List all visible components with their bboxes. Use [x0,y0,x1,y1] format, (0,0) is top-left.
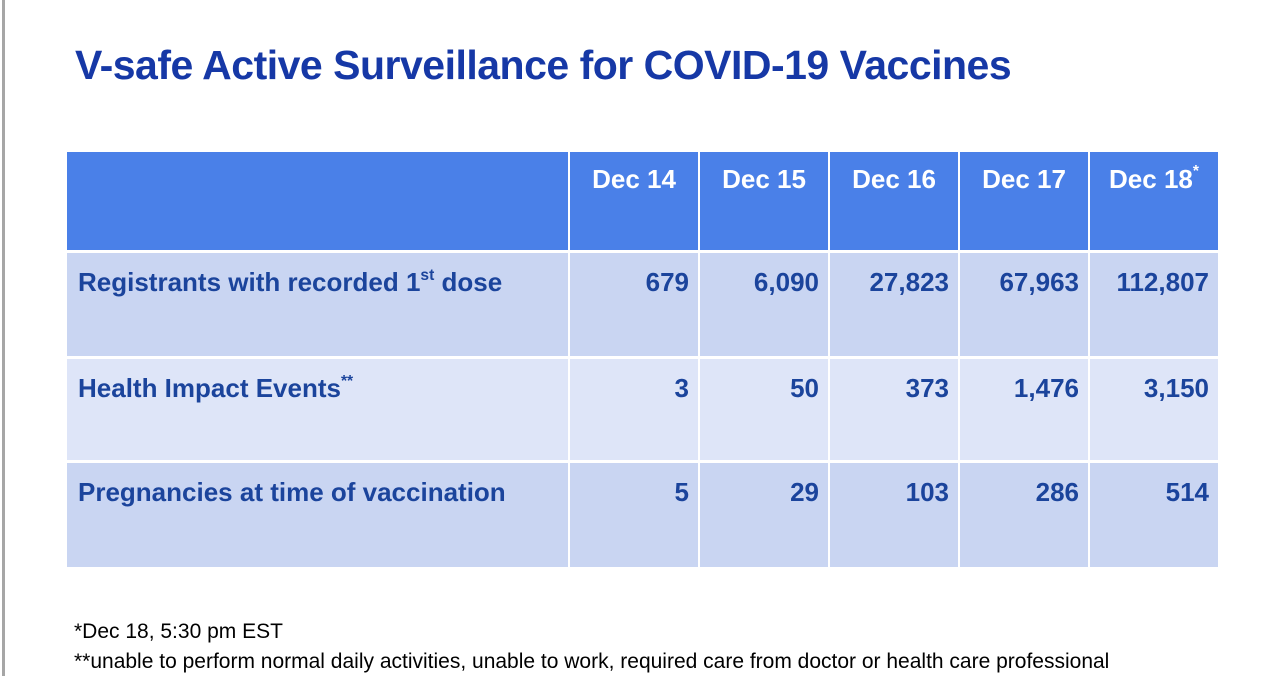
cell-registrants-dec16: 27,823 [830,253,958,356]
row-label-health-impact: Health Impact Events** [67,359,568,460]
row-label-text: Pregnancies at time of vaccination [78,477,506,507]
column-header-dec17: Dec 17 [960,152,1088,250]
cell-health-dec18: 3,150 [1090,359,1218,460]
data-table: Dec 14 Dec 15 Dec 16 Dec 17 Dec 18* Regi… [67,152,1218,567]
footnote-dec18-time: *Dec 18, 5:30 pm EST [74,620,283,643]
cell-pregnancies-dec16: 103 [830,463,958,567]
row-label-superscript: ** [340,373,354,391]
cell-health-dec14: 3 [570,359,698,460]
cell-registrants-dec18: 112,807 [1090,253,1218,356]
column-header-dec16: Dec 16 [830,152,958,250]
row-label-text-suffix: dose [434,267,503,297]
cell-registrants-dec15: 6,090 [700,253,828,356]
column-header-dec14: Dec 14 [570,152,698,250]
column-header-dec18: Dec 18* [1090,152,1218,250]
cell-pregnancies-dec14: 5 [570,463,698,567]
column-header-dec15: Dec 15 [700,152,828,250]
column-header-dec18-label: Dec 18 [1109,164,1193,194]
table-corner-cell [67,152,568,250]
row-label-pregnancies: Pregnancies at time of vaccination [67,463,568,567]
dec18-asterisk: * [1192,163,1199,181]
footnote-health-impact-definition: **unable to perform normal daily activit… [74,650,1110,673]
page-title: V-safe Active Surveillance for COVID-19 … [75,42,1012,88]
row-label-superscript: st [420,267,435,285]
cell-health-dec17: 1,476 [960,359,1088,460]
row-label-text: Registrants with recorded 1 [78,267,421,297]
cell-health-dec16: 373 [830,359,958,460]
row-label-registrants: Registrants with recorded 1st dose [67,253,568,356]
cell-health-dec15: 50 [700,359,828,460]
cell-pregnancies-dec17: 286 [960,463,1088,567]
cell-registrants-dec17: 67,963 [960,253,1088,356]
row-label-text: Health Impact Events [78,373,341,403]
footnotes: *Dec 18, 5:30 pm EST **unable to perform… [74,617,1109,677]
cell-pregnancies-dec18: 514 [1090,463,1218,567]
cell-registrants-dec14: 679 [570,253,698,356]
cell-pregnancies-dec15: 29 [700,463,828,567]
slide-left-border [2,0,5,676]
